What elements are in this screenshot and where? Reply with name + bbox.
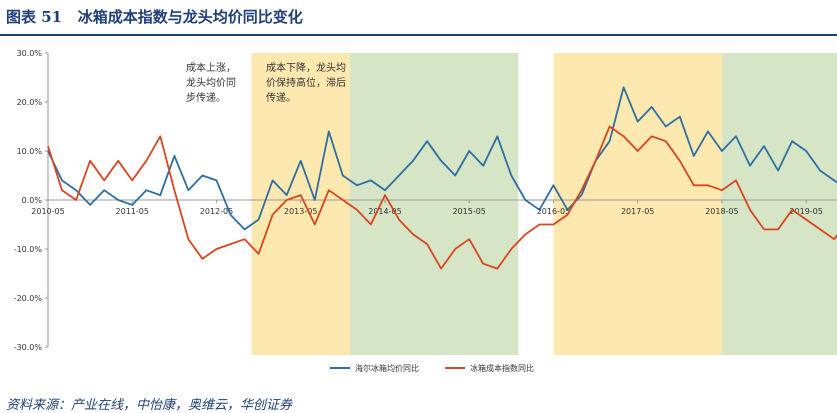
x-tick-label: 2014-05 bbox=[368, 207, 401, 216]
series-line-haier-price bbox=[47, 86, 837, 231]
source-note: 资料来源：产业在线，中怡康，奥维云，华创证券 bbox=[6, 398, 293, 413]
x-tick-label: 2017-05 bbox=[621, 207, 654, 216]
annotation-text: 龙头均价同 bbox=[186, 76, 236, 89]
y-tick-label: 10.0% bbox=[17, 147, 43, 156]
phase-band-4 bbox=[721, 53, 837, 355]
y-tick-label: 20.0% bbox=[17, 98, 43, 107]
annotation-text: 成本下降，龙头均 bbox=[266, 61, 346, 74]
x-tick-label: 2019-05 bbox=[789, 207, 822, 216]
phase-bands bbox=[251, 53, 837, 355]
legend-label: 海尔冰箱均价同比 bbox=[355, 363, 419, 373]
annotation-text: 步传递。 bbox=[186, 91, 226, 104]
annotation-text: 成本上涨， bbox=[186, 61, 236, 74]
x-tick-label: 2018-05 bbox=[705, 207, 738, 216]
phase-band-1 bbox=[251, 53, 350, 355]
y-tick-label: -30.0% bbox=[14, 343, 43, 352]
y-tick-label: -20.0% bbox=[14, 294, 43, 303]
x-tick-label: 2016-05 bbox=[537, 207, 570, 216]
title-divider bbox=[0, 34, 837, 36]
figure-title: 图表 51 冰箱成本指数与龙头均价同比变化 bbox=[6, 6, 303, 27]
figure-label: 图表 51 bbox=[6, 8, 63, 26]
series-lines bbox=[47, 86, 837, 270]
y-tick-label: -10.0% bbox=[14, 245, 43, 254]
legend: 海尔冰箱均价同比 冰箱成本指数同比 bbox=[330, 363, 534, 373]
phase-band-2 bbox=[349, 53, 519, 355]
line-chart: 30.0% 20.0% 10.0% 0.0% -10.0% -20.0% -30.0% 20… bbox=[14, 49, 837, 373]
figure-title-text: 冰箱成本指数与龙头均价同比变化 bbox=[77, 8, 303, 26]
y-tick-label: 0.0% bbox=[22, 196, 43, 205]
legend-label: 冰箱成本指数同比 bbox=[470, 363, 534, 373]
x-tick-label: 2011-05 bbox=[116, 207, 149, 216]
annotation-text: 传递。 bbox=[266, 91, 296, 104]
phase-band-3 bbox=[553, 53, 722, 355]
y-axis: 30.0% 20.0% 10.0% 0.0% -10.0% -20.0% -30.0% bbox=[14, 49, 49, 352]
series-line-cost-index bbox=[47, 125, 837, 270]
annotation-text: 价保持高位，滞后 bbox=[266, 76, 346, 89]
x-tick-label: 2015-05 bbox=[452, 207, 485, 216]
y-tick-label: 30.0% bbox=[17, 49, 43, 58]
x-tick-label: 2010-05 bbox=[31, 207, 64, 216]
x-axis: 2010-05 2011-05 2012-05 2013-05 2014-05 2015-… bbox=[31, 199, 837, 216]
x-tick-label: 2013-05 bbox=[284, 207, 317, 216]
x-tick-label: 2012-05 bbox=[200, 207, 233, 216]
